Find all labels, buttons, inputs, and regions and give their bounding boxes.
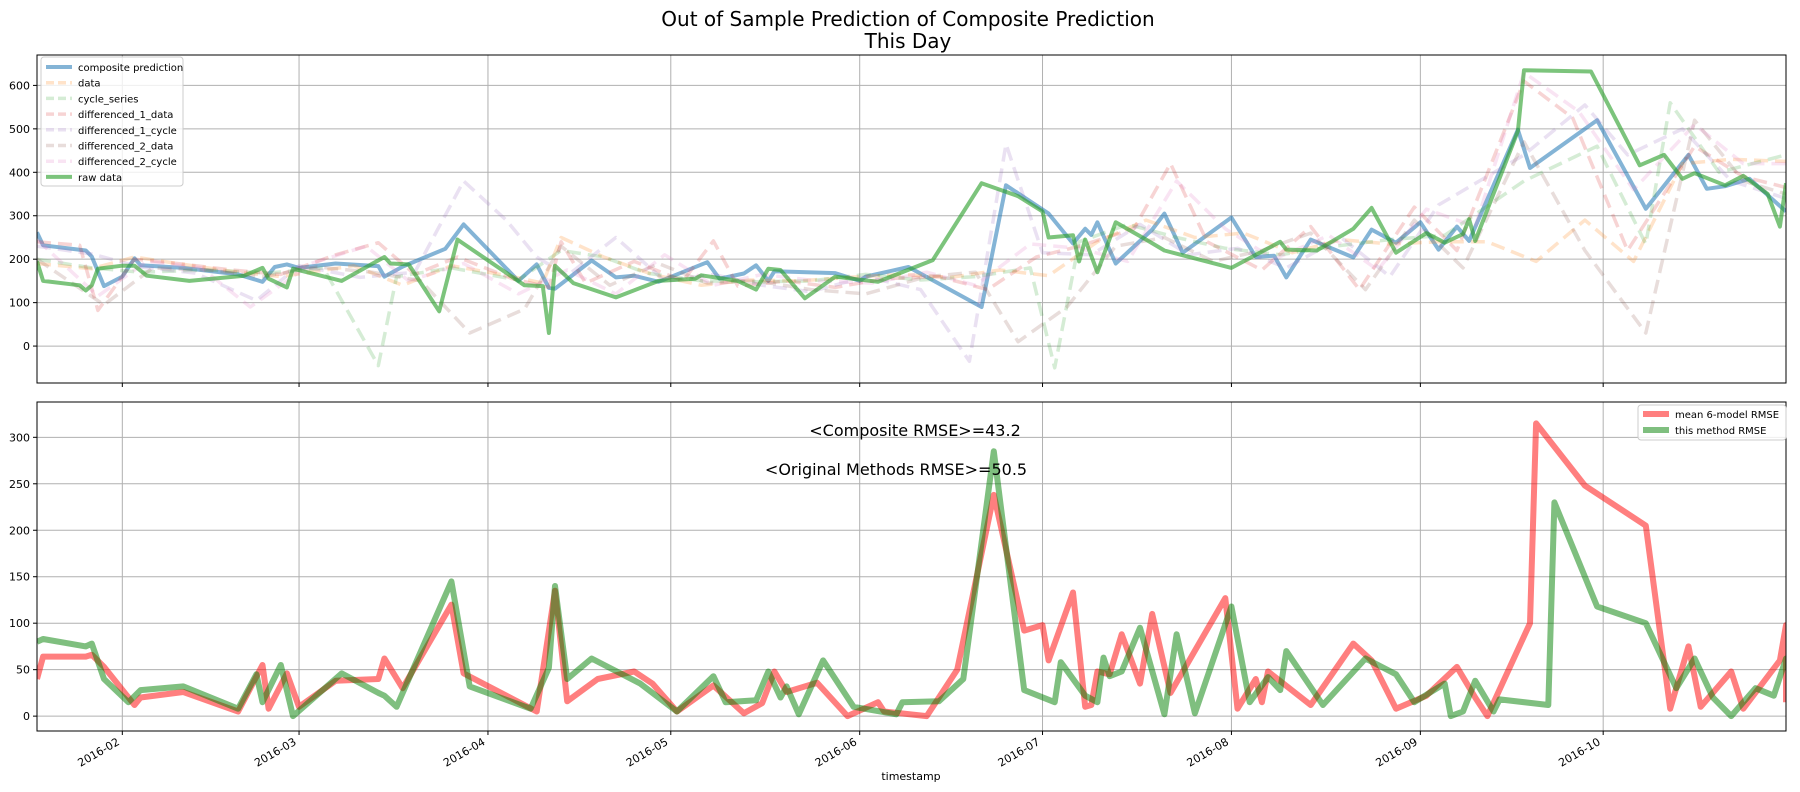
x-axis-label: timestamp (881, 770, 940, 783)
legend-label: mean 6-model RMSE (1675, 410, 1779, 421)
series-line-data (37, 157, 1786, 288)
y-tick-label: 500 (9, 123, 30, 136)
y-tick-label: 150 (9, 571, 30, 584)
x-axis: 2016-02 2016-03 2016-04 2016-05 2016-06 2016-… (76, 731, 1604, 770)
series-line-raw-data (37, 68, 1786, 335)
y-tick-label: 250 (9, 478, 30, 491)
x-tick-label: 2016-06 (813, 735, 859, 769)
x-tick-label: 2016-09 (1374, 735, 1420, 769)
legend-label: raw data (78, 173, 122, 184)
series-group (37, 68, 1786, 370)
axes-frame (36, 401, 1787, 732)
y-tick-label: 300 (9, 210, 30, 223)
bottom-legend: mean 6-model RMSE this method RMSE (1637, 404, 1787, 441)
chart-title-line1: Out of Sample Prediction of Composite Pr… (661, 7, 1154, 31)
legend-label: cycle_series (78, 94, 138, 105)
legend-item: cycle_series (46, 94, 138, 105)
x-tick-label: 2016-03 (252, 735, 298, 769)
x-tick-label: 2016-05 (624, 735, 670, 769)
chart-title-line2: This Day (864, 29, 952, 53)
y-tick-label: 200 (9, 524, 30, 537)
legend-item: data (46, 79, 101, 90)
series-line-differenced-1-data (37, 79, 1786, 313)
y-tick-label: 600 (9, 79, 30, 92)
top-legend: composite prediction data cycle_seriesdiff… (40, 56, 184, 187)
annotation-composite-rmse: <Composite RMSE>=43.2 (809, 421, 1021, 440)
y-axis: 0 50 100 150 200 250 300 (9, 431, 37, 723)
legend-item: differenced_2_cycle (46, 157, 177, 168)
x-tick-label: 2016-04 (441, 735, 487, 769)
x-tick-label: 2016-10 (1556, 735, 1602, 769)
legend-item: differenced_1_cycle (46, 126, 177, 137)
series-group (37, 420, 1786, 720)
legend-item: composite prediction (46, 63, 183, 74)
y-tick-label: 200 (9, 253, 30, 266)
axes-frame (36, 54, 1787, 384)
x-tick-label: 2016-08 (1185, 735, 1231, 769)
legend-label: composite prediction (78, 63, 183, 74)
series-line-cycle-series (37, 101, 1786, 370)
series-line-differenced-2-cycle (37, 70, 1786, 309)
series-line-this-method-rmse (37, 448, 1786, 720)
y-tick-label: 100 (9, 297, 30, 310)
legend-item: differenced_1_data (46, 110, 173, 121)
y-tick-label: 100 (9, 617, 30, 630)
legend-label: differenced_1_data (78, 110, 173, 121)
legend-item: mean 6-model RMSE (1643, 410, 1779, 421)
x-tick-label: 2016-07 (996, 735, 1042, 769)
legend-item: differenced_2_data (46, 142, 173, 153)
legend-item: this method RMSE (1643, 426, 1766, 437)
grid (37, 402, 1786, 731)
y-tick-label: 0 (23, 710, 30, 723)
y-tick-label: 400 (9, 166, 30, 179)
series-line-differenced-2-data (37, 118, 1786, 344)
annotation-original-rmse: <Original Methods RMSE>=50.5 (765, 460, 1027, 479)
legend-label: data (78, 79, 101, 90)
y-tick-label: 0 (23, 340, 30, 353)
x-tick-label: 2016-02 (76, 735, 122, 769)
legend-label: differenced_2_data (78, 142, 173, 153)
top-panel: 0 100 200 300 400 500 600 (9, 54, 1787, 387)
legend-label: differenced_2_cycle (78, 157, 177, 168)
legend-item: raw data (46, 173, 122, 184)
y-tick-label: 300 (9, 431, 30, 444)
legend-label: differenced_1_cycle (78, 126, 177, 137)
legend-label: this method RMSE (1675, 426, 1766, 437)
x-axis (121, 383, 1604, 387)
grid (37, 55, 1786, 383)
y-tick-label: 50 (16, 664, 30, 677)
y-axis: 0 100 200 300 400 500 600 (9, 79, 37, 353)
